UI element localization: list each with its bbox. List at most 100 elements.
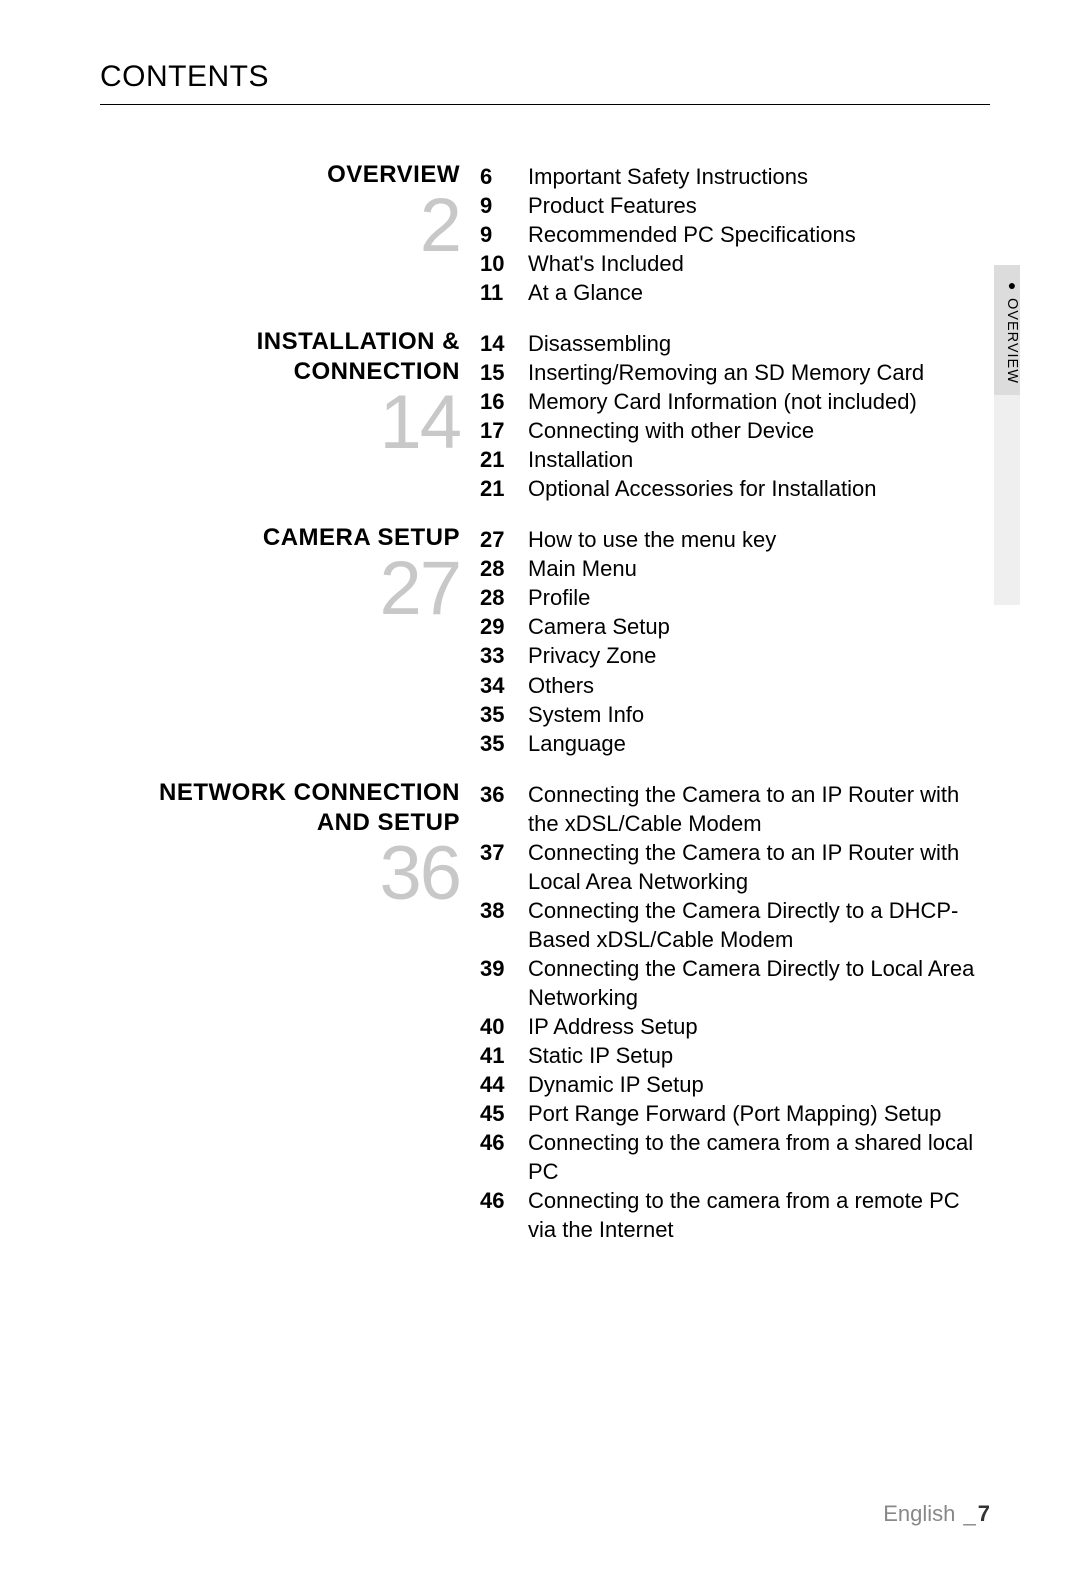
toc-entry-label: Connecting to the camera from a remote P…	[528, 1186, 990, 1244]
toc-entry: 6Important Safety Instructions	[480, 162, 990, 191]
toc-entry-label: Main Menu	[528, 554, 990, 583]
toc-entry-label: IP Address Setup	[528, 1012, 990, 1041]
toc-sections: OVERVIEW 2 6Important Safety Instruction…	[100, 160, 990, 1244]
toc-entry-page: 34	[480, 671, 528, 700]
toc-entry-page: 21	[480, 474, 528, 503]
toc-entry-label: Inserting/Removing an SD Memory Card	[528, 358, 990, 387]
toc-entry-page: 46	[480, 1128, 528, 1157]
page-footer: English _7	[883, 1501, 990, 1527]
footer-language: English	[883, 1501, 955, 1526]
section-start-number: 27	[100, 551, 460, 627]
toc-entry-page: 21	[480, 445, 528, 474]
section-title: OVERVIEW	[100, 160, 460, 190]
section-left-column: NETWORK CONNECTION AND SETUP 36	[100, 778, 480, 912]
toc-entry-page: 41	[480, 1041, 528, 1070]
toc-entry: 39Connecting the Camera Directly to Loca…	[480, 954, 990, 1012]
side-tab-inactive-segment	[994, 395, 1020, 605]
toc-entry-label: Dynamic IP Setup	[528, 1070, 990, 1099]
page-title: CONTENTS	[100, 60, 990, 105]
section-left-column: OVERVIEW 2	[100, 160, 480, 264]
toc-entry-page: 29	[480, 612, 528, 641]
section-entries: 14Disassembling 15Inserting/Removing an …	[480, 327, 990, 503]
toc-entry: 34Others	[480, 671, 990, 700]
toc-entry-label: Connecting with other Device	[528, 416, 990, 445]
toc-section: NETWORK CONNECTION AND SETUP 36 36Connec…	[100, 778, 990, 1245]
toc-entry: 45Port Range Forward (Port Mapping) Setu…	[480, 1099, 990, 1128]
toc-entry: 38Connecting the Camera Directly to a DH…	[480, 896, 990, 954]
toc-entry-page: 35	[480, 729, 528, 758]
section-left-column: CAMERA SETUP 27	[100, 523, 480, 627]
toc-entry-label: Installation	[528, 445, 990, 474]
toc-entry: 46Connecting to the camera from a shared…	[480, 1128, 990, 1186]
toc-entry-page: 44	[480, 1070, 528, 1099]
toc-entry-label: Others	[528, 671, 990, 700]
section-start-number: 36	[100, 836, 460, 912]
toc-entry: 27How to use the menu key	[480, 525, 990, 554]
toc-entry: 44Dynamic IP Setup	[480, 1070, 990, 1099]
toc-entry-label: Product Features	[528, 191, 990, 220]
toc-entry: 40IP Address Setup	[480, 1012, 990, 1041]
toc-entry-label: Profile	[528, 583, 990, 612]
toc-entry-page: 40	[480, 1012, 528, 1041]
toc-entry-page: 14	[480, 329, 528, 358]
footer-page-number: 7	[978, 1501, 990, 1526]
footer-separator: _	[964, 1501, 976, 1526]
toc-entry: 17Connecting with other Device	[480, 416, 990, 445]
toc-entry: 37Connecting the Camera to an IP Router …	[480, 838, 990, 896]
toc-entry-page: 11	[480, 278, 528, 307]
side-tab-bullet-icon: ●	[1004, 277, 1020, 294]
toc-entry-label: Connecting the Camera Directly to Local …	[528, 954, 990, 1012]
toc-entry: 11At a Glance	[480, 278, 990, 307]
toc-entry: 9Product Features	[480, 191, 990, 220]
section-entries: 36Connecting the Camera to an IP Router …	[480, 778, 990, 1245]
toc-entry-label: What's Included	[528, 249, 990, 278]
toc-entry-page: 33	[480, 641, 528, 670]
toc-entry-page: 6	[480, 162, 528, 191]
toc-entry-label: Connecting the Camera to an IP Router wi…	[528, 780, 990, 838]
toc-entry-label: Important Safety Instructions	[528, 162, 990, 191]
toc-entry-label: Port Range Forward (Port Mapping) Setup	[528, 1099, 990, 1128]
toc-entry-page: 36	[480, 780, 528, 809]
toc-entry-label: Language	[528, 729, 990, 758]
toc-entry-label: Connecting the Camera to an IP Router wi…	[528, 838, 990, 896]
toc-entry-page: 28	[480, 583, 528, 612]
toc-entry-label: System Info	[528, 700, 990, 729]
toc-entry-label: Disassembling	[528, 329, 990, 358]
section-start-number: 14	[100, 385, 460, 461]
toc-entry: 10What's Included	[480, 249, 990, 278]
section-title: NETWORK CONNECTION AND SETUP	[100, 778, 460, 838]
toc-entry-page: 9	[480, 220, 528, 249]
side-tab: ●OVERVIEW	[994, 265, 1020, 605]
toc-entry-label: Static IP Setup	[528, 1041, 990, 1070]
toc-entry: 29Camera Setup	[480, 612, 990, 641]
toc-entry: 33Privacy Zone	[480, 641, 990, 670]
toc-entry-page: 9	[480, 191, 528, 220]
toc-entry-page: 35	[480, 700, 528, 729]
toc-entry: 28Profile	[480, 583, 990, 612]
toc-entry-page: 45	[480, 1099, 528, 1128]
toc-entry-page: 37	[480, 838, 528, 867]
toc-entry: 46Connecting to the camera from a remote…	[480, 1186, 990, 1244]
page: CONTENTS ●OVERVIEW OVERVIEW 2 6Important…	[0, 0, 1080, 1571]
toc-entry-label: Camera Setup	[528, 612, 990, 641]
section-entries: 27How to use the menu key 28Main Menu 28…	[480, 523, 990, 757]
toc-entry-page: 46	[480, 1186, 528, 1215]
toc-entry-page: 38	[480, 896, 528, 925]
toc-entry-page: 27	[480, 525, 528, 554]
toc-entry: 14Disassembling	[480, 329, 990, 358]
toc-entry-label: Connecting to the camera from a shared l…	[528, 1128, 990, 1186]
toc-entry-label: Privacy Zone	[528, 641, 990, 670]
toc-entry: 9Recommended PC Specifications	[480, 220, 990, 249]
toc-entry-page: 10	[480, 249, 528, 278]
toc-entry-label: Optional Accessories for Installation	[528, 474, 990, 503]
section-entries: 6Important Safety Instructions 9Product …	[480, 160, 990, 307]
section-start-number: 2	[100, 188, 460, 264]
toc-entry: 21Installation	[480, 445, 990, 474]
toc-entry: 36Connecting the Camera to an IP Router …	[480, 780, 990, 838]
toc-entry: 16Memory Card Information (not included)	[480, 387, 990, 416]
toc-entry: 35System Info	[480, 700, 990, 729]
toc-entry: 41Static IP Setup	[480, 1041, 990, 1070]
toc-entry-label: How to use the menu key	[528, 525, 990, 554]
toc-entry: 15Inserting/Removing an SD Memory Card	[480, 358, 990, 387]
toc-entry-page: 28	[480, 554, 528, 583]
